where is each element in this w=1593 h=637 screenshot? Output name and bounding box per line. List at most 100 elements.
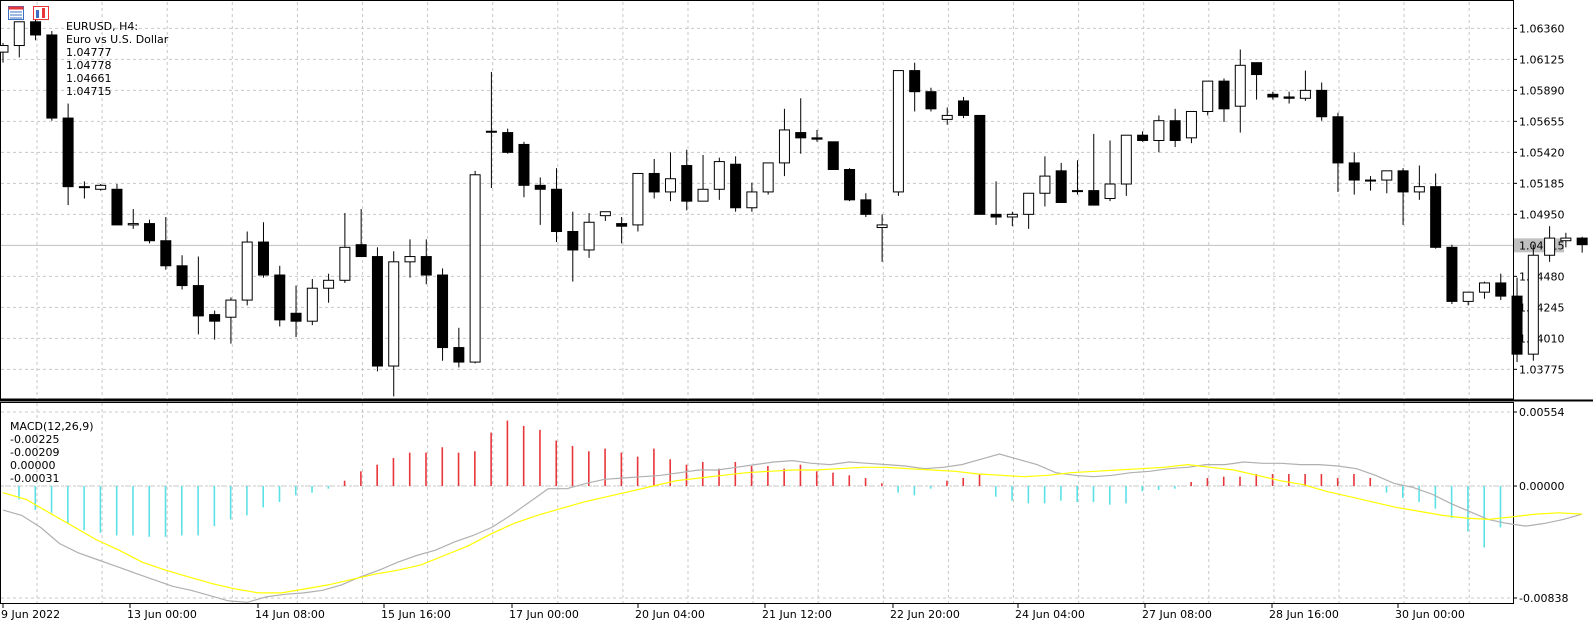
candle-bear [567,230,579,251]
y-tick-label: 1.06360 [1519,22,1565,35]
ohlc-high: 1.04778 [66,59,112,72]
candle-bear [811,137,823,140]
ohlc-close: 1.04715 [66,85,112,98]
candle-bear [290,312,302,322]
candle-bull [632,172,644,226]
candle-bear [909,70,921,93]
candle-bull [664,178,676,193]
candle-bull [13,21,25,47]
y-tick-label: 1.04010 [1519,332,1565,345]
candle-bull [1104,183,1116,200]
y-tick-label: 1.05420 [1519,146,1565,159]
candle-bear [534,184,546,190]
ohlc-open: 1.04777 [66,46,112,59]
y-tick-label: 1.04950 [1519,208,1565,221]
candle-bear [1169,120,1181,141]
candle-bear [795,132,807,139]
x-axis-label: 13 Jun 00:00 [127,608,197,621]
macd-y-tick-label: -0.00838 [1519,592,1568,605]
candle-bull [1202,80,1214,112]
candle-bear [1283,96,1295,99]
candle-bear [420,256,432,276]
candle-bull [323,279,335,289]
candle-bull [1153,120,1165,141]
y-tick-label: 1.06125 [1519,53,1565,66]
candle-bear [209,314,221,322]
macd-title: MACD(12,26,9) [10,420,94,433]
candle-bear [453,347,465,363]
chart-bars-icon[interactable] [33,6,49,20]
candle-bear [551,188,563,232]
candle-bear [111,188,123,226]
candle-bear [1446,246,1458,302]
candle-bear [1511,295,1523,355]
candle-bear [62,117,74,188]
candle-bear [958,100,970,116]
y-tick-label: 1.04245 [1519,301,1565,314]
macd-value-4: -0.00031 [10,472,60,485]
macd-value-3: 0.00000 [10,459,56,472]
x-axis-label: 30 Jun 00:00 [1395,608,1465,621]
macd-value-1: -0.00225 [10,433,60,446]
symbol-description: Euro vs U.S. Dollar [66,33,169,46]
y-tick-label: 1.05185 [1519,177,1565,190]
x-axis-label: 21 Jun 12:00 [762,608,832,621]
x-axis-label: 27 Jun 08:00 [1142,608,1212,621]
y-tick-label: 1.04480 [1519,270,1565,283]
candle-bear [1267,93,1279,98]
chart-header: EURUSD, H4: Euro vs U.S. Dollar 1.04777 … [59,7,174,98]
candle-bull [1365,179,1377,182]
candle-bear [355,244,367,258]
candle-bull [746,191,758,209]
candle-bull [1023,192,1035,215]
candle-bull [339,246,351,281]
x-axis-label: 24 Jun 04:00 [1015,608,1085,621]
candle-bear [827,141,839,171]
candle-bear [990,213,1002,218]
candle-bull [1478,282,1490,293]
candle-bear [1576,237,1588,246]
candle-bull [0,45,9,53]
candle-bull [762,162,774,193]
y-tick-label: 1.05655 [1519,115,1565,128]
symbol-label: EURUSD, H4: [66,20,139,33]
x-axis-label: 9 Jun 2022 [1,608,60,621]
macd-y-tick-label: 0.00554 [1519,406,1565,419]
candle-bull [583,221,595,251]
candle-bull [778,129,790,164]
candle-bear [257,241,269,276]
candle-bear [1055,170,1067,203]
candle-bear [371,256,383,367]
candle-bear [844,169,856,201]
candle-bear [144,223,156,242]
x-axis-label: 17 Jun 00:00 [509,608,579,621]
main-pane-frame [0,0,1514,400]
x-axis-label: 15 Jun 16:00 [381,608,451,621]
candle-bear [730,163,742,209]
candle-bear [1218,80,1230,110]
candle-bear [518,143,530,186]
candle-bull [1413,186,1425,193]
candle-bear [1348,162,1360,181]
candle-bull [388,261,400,367]
candle-bear [502,132,514,153]
chart-table-icon[interactable] [8,6,24,20]
macd-value-2: -0.00209 [10,446,60,459]
y-tick-label: 1.03775 [1519,363,1565,376]
candle-bear [192,285,204,317]
candle-bull [1462,291,1474,302]
candle-bull [1120,134,1132,185]
candle-bull [127,223,139,226]
candle-bull [1544,237,1556,256]
candle-bull [1071,190,1083,193]
candle-bull [1527,254,1539,355]
candle-bear [860,199,872,215]
candle-bull [485,130,497,133]
candle-bear [1430,186,1442,248]
y-tick-label: 1.05890 [1519,84,1565,97]
candle-bull [1039,175,1051,194]
candle-bear [176,265,188,287]
candle-bear [437,274,449,349]
